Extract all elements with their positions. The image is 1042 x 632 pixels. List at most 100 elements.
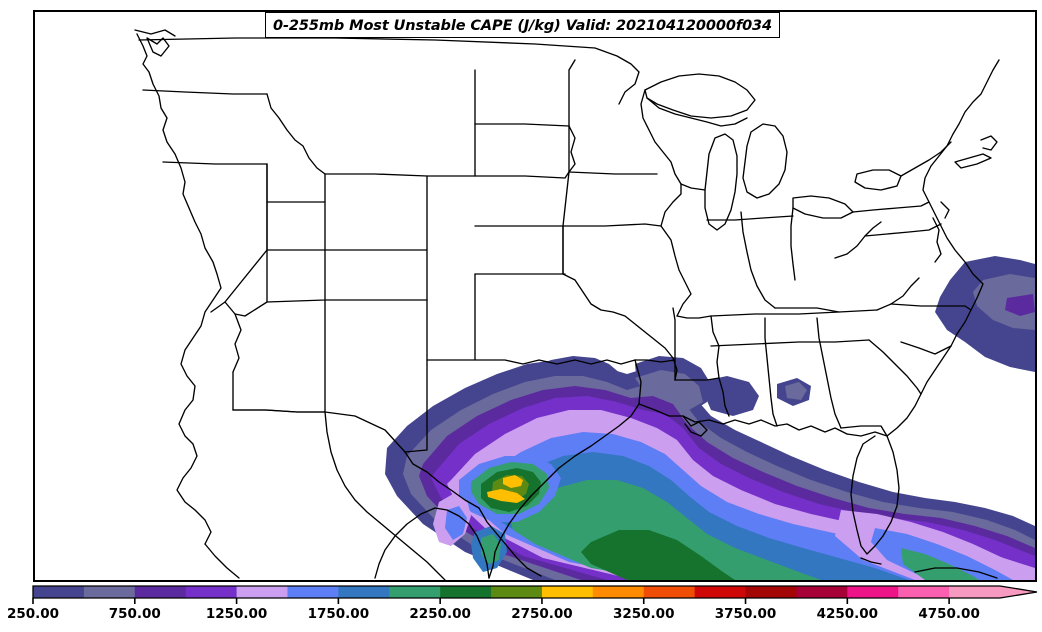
colorbar-segment <box>83 586 136 598</box>
colorbar-tick-label: 2750.00 <box>511 606 573 622</box>
colorbar-segment <box>287 586 339 598</box>
colorbar-ticks <box>32 598 950 604</box>
mt-wy-border <box>324 173 476 177</box>
mn-wi-border <box>640 89 682 185</box>
colorbar-tick-label: 1250.00 <box>206 606 268 622</box>
cape-contour-500 <box>973 274 1035 330</box>
baja-california <box>204 543 240 579</box>
st-lawrence <box>900 141 952 177</box>
ia-il-border <box>660 183 682 227</box>
colorbar-segment <box>949 586 1001 598</box>
colorbar-tick-label: 4250.00 <box>817 606 879 622</box>
colorbar-tick-label: 3750.00 <box>715 606 777 622</box>
colorbar-tick-label: 2250.00 <box>409 606 471 622</box>
oh-in-border <box>790 207 796 281</box>
colorbar-segment <box>389 586 441 598</box>
tn-ms-al-ga-border <box>710 339 870 347</box>
cape-contour-2750 <box>487 489 525 503</box>
colorbar-segment <box>847 586 899 598</box>
colorbar-segment <box>185 586 238 598</box>
id-nv-ut-border <box>266 201 326 251</box>
ga-fl-border <box>840 425 888 437</box>
ok-tx-north <box>426 359 636 365</box>
mo-ks-ne-line <box>562 273 678 381</box>
wi-il-border <box>680 183 706 191</box>
cape-contour-2000 <box>901 548 979 580</box>
texas-border <box>404 451 542 577</box>
texas-gulf-coast <box>488 359 642 579</box>
colorbar-segment <box>898 586 950 598</box>
florida-panhandle-coast <box>846 431 888 437</box>
wa-or-border <box>142 89 268 95</box>
cape-cod <box>980 135 998 151</box>
puget-sound-detail <box>146 37 170 57</box>
louisiana-delta <box>682 415 708 437</box>
colorbar-tick-label: 3250.00 <box>613 606 675 622</box>
pacific-coastline <box>136 33 222 545</box>
canada-border <box>138 37 640 105</box>
colorbar-tick-label: 1750.00 <box>308 606 370 622</box>
vancouver-island <box>134 29 176 37</box>
ut-az-border <box>266 249 326 303</box>
lake-erie <box>792 195 854 219</box>
va-nc-border <box>890 303 972 311</box>
mo-ar-border <box>676 315 712 319</box>
ok-ar-border <box>672 307 676 361</box>
page-title: 0-255mb Most Unstable CAPE (J/kg) Valid:… <box>273 18 773 34</box>
cape-contour-1500 <box>445 506 467 540</box>
al-ga-border <box>816 317 842 429</box>
cape-contour-2000 <box>481 534 501 564</box>
colorbar-tick-labels: 250.00 750.00 1250.00 1750.00 2250.00 2750.00… <box>7 606 980 622</box>
colorbar-segment <box>541 586 594 598</box>
colorbar-segment <box>694 586 747 598</box>
ky-va-border <box>876 277 920 311</box>
map-canvas <box>35 12 1035 580</box>
colorbar-outline <box>32 585 1038 599</box>
colorbar-segment <box>236 586 289 598</box>
mexico-state-line-2 <box>378 521 446 580</box>
colorbar-segment <box>592 586 645 598</box>
nm-tx-border <box>404 299 428 453</box>
wv-oh-pa <box>834 221 882 259</box>
ms-al-border <box>764 317 778 427</box>
atlantic-coastline <box>886 59 1000 437</box>
tn-border-north <box>710 309 878 317</box>
mi-in-oh-line <box>706 215 794 221</box>
map-frame <box>33 10 1037 582</box>
colorbar-segment <box>338 586 390 598</box>
tx-ar-la-border <box>634 359 676 381</box>
mexico-state-line-1 <box>324 411 380 523</box>
in-il-border <box>740 211 776 309</box>
cape-contour-2250 <box>581 530 735 580</box>
sd-ne-border <box>474 171 570 179</box>
colorbar-tick-label: 250.00 <box>7 606 59 622</box>
ga-sc-border <box>868 339 922 395</box>
co-wy-border <box>324 249 428 301</box>
pa-md-border <box>864 223 942 237</box>
colorbar-segment <box>440 586 492 598</box>
lake-superior <box>644 73 756 119</box>
gulf-coast-la-ms-al <box>638 403 848 435</box>
cape-contour-250 <box>699 376 759 416</box>
colorbar-segment <box>643 586 696 598</box>
colorbar: 250.00 750.00 1250.00 1750.00 2250.00 2750.00… <box>0 583 1042 632</box>
ca-az-border <box>224 301 242 373</box>
cuba-coast <box>914 567 998 579</box>
colorbar-segment <box>33 586 85 598</box>
ar-la-border <box>674 377 720 381</box>
mn-ia-border <box>568 171 658 175</box>
florida-keys <box>860 557 882 565</box>
colorbar-extend-arrow <box>1000 586 1037 598</box>
florida-peninsula <box>850 435 900 555</box>
or-ca-border <box>162 161 268 165</box>
colorbar-canvas: 250.00 750.00 1250.00 1750.00 2250.00 2750.00… <box>7 585 1038 622</box>
lake-ontario <box>854 169 902 191</box>
il-in-oh-ky-line <box>774 307 840 313</box>
nc-sc-border <box>900 341 952 355</box>
mexico-east-coast <box>434 507 490 579</box>
lake-michigan <box>704 133 738 231</box>
mi-upper-peninsula <box>646 97 748 127</box>
lake-huron <box>742 123 788 199</box>
delaware-bay <box>940 201 950 219</box>
